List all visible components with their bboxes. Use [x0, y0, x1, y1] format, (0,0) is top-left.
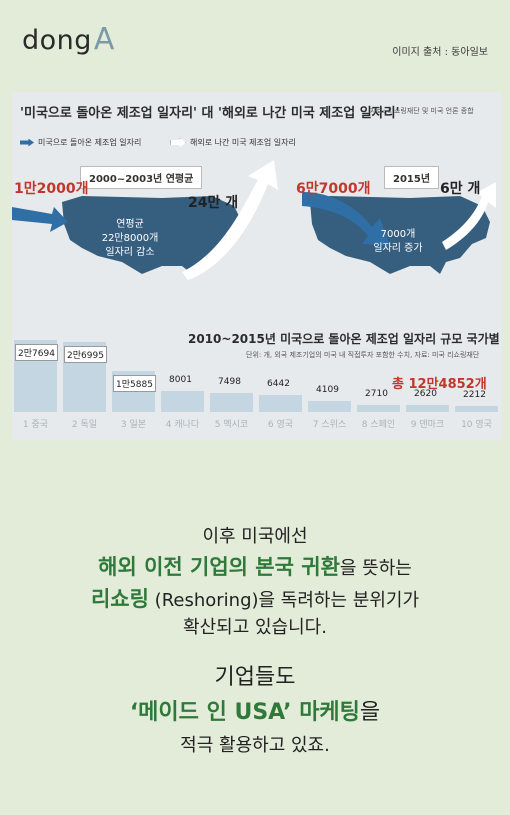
chart-title: 2010~2015년 미국으로 돌아온 제조업 일자리 규모 국가별 순위 [188, 332, 502, 346]
legend-outgoing: 해외로 나간 미국 제조업 일자리 [170, 137, 296, 148]
bar-value-label: 8001 [169, 375, 192, 386]
bar-5 [210, 392, 253, 412]
bar-value-label: 2만6995 [64, 345, 107, 363]
category-label: 1 중국 [22, 420, 49, 430]
category-label: 9 덴마크 [410, 420, 445, 430]
right-map-label: 7000개 일자리 증가 [373, 229, 423, 254]
maps-graphic [12, 160, 496, 280]
right-returned-arrow-icon [302, 192, 390, 246]
right-outgoing-arrow-icon [442, 182, 496, 250]
text-line-7: 적극 활용하고 있죠. [180, 735, 330, 756]
bar-value-label: 6442 [267, 379, 290, 390]
category-label: 8 스페인 [361, 420, 396, 430]
image-source: 이미지 출처 : 동아일보 [392, 47, 488, 58]
text-line-3: 리쇼링 (Reshoring)을 독려하는 분위기가 [90, 587, 420, 611]
infographic: '미국으로 돌아온 제조업 일자리' 대 '해외로 나간 미국 제조업 일자리'… [12, 92, 502, 440]
legend-returned: 미국으로 돌아온 제조업 일자리 [20, 137, 141, 148]
left-period: 2000~2003년 연평균 [80, 166, 203, 189]
left-outgoing-value: 24만 개 [188, 195, 239, 211]
text-line-6: ‘메이드 인 USA’ 마케팅을 [129, 700, 381, 725]
bar-value-label: 2710 [365, 388, 388, 399]
category-label: 5 멕시코 [214, 420, 249, 430]
bar-10 [455, 406, 498, 412]
right-returned-value: 6만7000개 [296, 181, 371, 197]
left-outgoing-arrow-icon [182, 160, 278, 280]
text-line-2: 해외 이전 기업의 본국 귀환을 뜻하는 [98, 555, 412, 579]
left-map-label: 연평균 22만8000개 일자리 감소 [101, 219, 159, 258]
bar-7 [308, 401, 351, 412]
bar-8 [357, 404, 400, 412]
text-line-5: 기업들도 [214, 665, 296, 690]
text-line-1: 이후 미국에선 [202, 526, 308, 547]
bar-value-label: 7498 [218, 376, 241, 387]
text-line-4: 확산되고 있습니다. [183, 617, 327, 638]
category-label: 3 일본 [120, 420, 147, 430]
bar-6 [259, 395, 302, 412]
right-outgoing-value: 6만 개 [440, 181, 481, 197]
chart-total: 총 12만4852개 [392, 377, 487, 392]
category-label: 6 영국 [267, 420, 294, 430]
white-arrow-icon [170, 137, 186, 148]
blue-arrow-icon [20, 138, 34, 147]
chart-note: 단위: 개, 외국 제조기업의 미국 내 직접투자 포함한 수치, 자료: 미국… [246, 351, 480, 359]
left-returned-arrow-icon [12, 207, 68, 232]
bar-value-label: 2620 [414, 389, 437, 400]
bar-9 [406, 405, 449, 412]
category-label: 2 독일 [71, 420, 98, 430]
category-label: 4 캐나다 [165, 420, 200, 430]
infographic-title: '미국으로 돌아온 제조업 일자리' 대 '해외로 나간 미국 제조업 일자리' [20, 106, 400, 121]
infographic-source-note: 자료: 리쇼링재단 및 미국 언론 종합 [370, 107, 474, 115]
bar-value-label: 1만5885 [113, 374, 156, 392]
left-returned-value: 1만2000개 [14, 181, 89, 197]
right-period: 2015년 [384, 166, 440, 189]
bar-value-label: 2만7694 [15, 343, 58, 361]
donga-logo: dongA [22, 22, 115, 57]
us-map-left [62, 196, 242, 274]
category-label: 7 스위스 [312, 420, 347, 430]
bar-value-label: 4109 [316, 385, 339, 396]
bar-4 [161, 391, 204, 412]
header: dongA 이미지 출처 : 동아일보 [0, 0, 510, 70]
category-label: 10 영국 [461, 420, 492, 430]
bar-value-label: 2212 [463, 390, 486, 400]
